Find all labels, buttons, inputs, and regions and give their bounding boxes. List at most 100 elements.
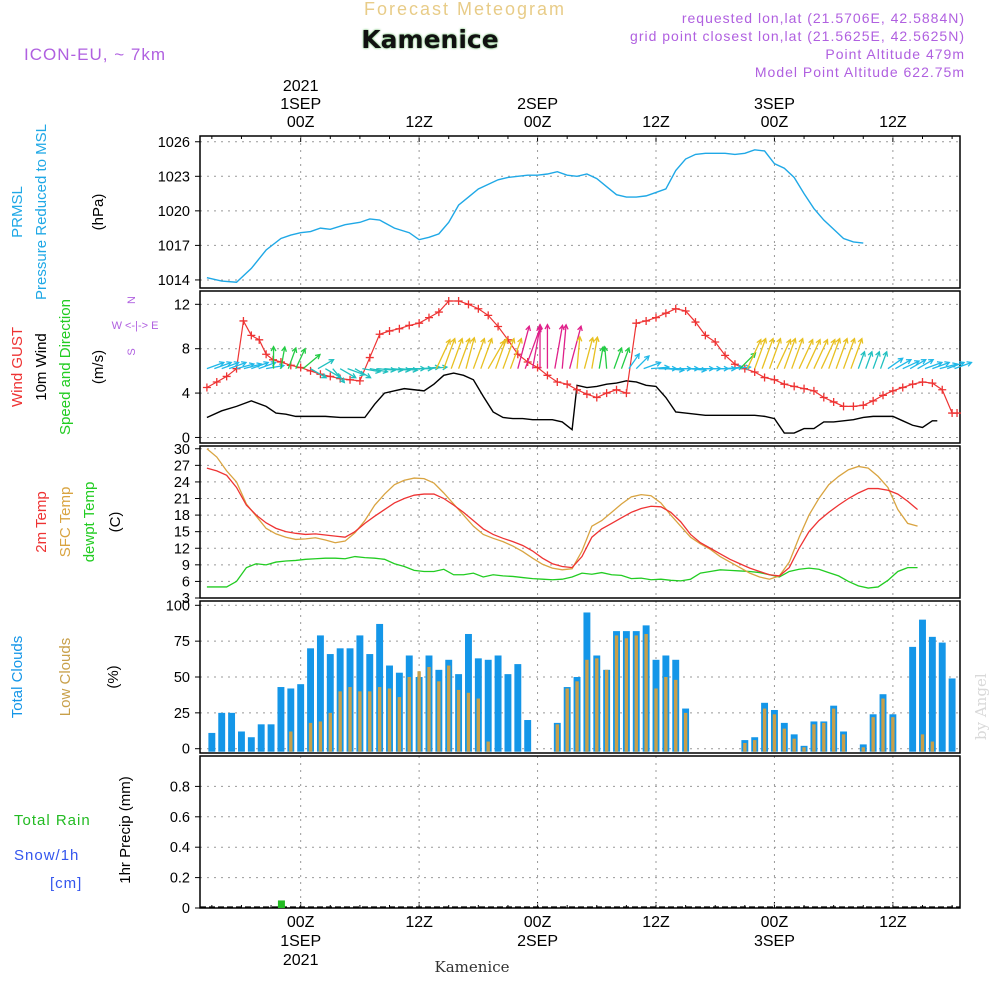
gust-marker	[953, 409, 962, 418]
gust-marker	[365, 353, 374, 362]
gust-marker	[464, 300, 473, 309]
gust-marker	[898, 383, 907, 392]
gust-marker	[770, 375, 779, 384]
label-prmsl: PRMSL	[9, 186, 26, 238]
wind-arrow	[828, 338, 841, 369]
wind-arrow-head	[936, 361, 944, 367]
wind-arrow	[754, 338, 767, 369]
total-cloud-bar	[228, 712, 236, 752]
wind-arrow-head	[634, 352, 640, 359]
wind-arrow	[443, 338, 456, 369]
wind-arrow-head	[882, 350, 889, 357]
label-c: (C)	[107, 512, 124, 533]
gust-marker	[908, 380, 917, 389]
low-cloud-bar	[743, 742, 747, 752]
clouds-ytick-label: 75	[174, 634, 190, 650]
time-label-bottom: 00Z	[524, 914, 552, 931]
gust-marker	[918, 377, 927, 386]
wind-arrow-head	[920, 358, 927, 365]
label-2m-temp: 2m Temp	[33, 491, 50, 552]
low-cloud-bar	[920, 734, 925, 752]
total-cloud-bar	[326, 654, 334, 752]
wind-arrow	[820, 339, 836, 369]
wind-arrow-head	[644, 354, 650, 361]
gust-marker	[632, 319, 641, 328]
temp-ytick-label: 15	[174, 525, 190, 541]
gust-marker	[444, 296, 453, 305]
wind-arrow-head	[442, 364, 449, 371]
wind-arrow	[591, 337, 599, 369]
label-percent: (%)	[105, 665, 122, 688]
time-label-bottom: 3SEP	[754, 933, 795, 950]
temp-ytick-label: 3	[182, 591, 190, 607]
wind-arrow-head	[791, 337, 797, 344]
gust-marker	[869, 396, 878, 405]
label-cm: [cm]	[50, 875, 82, 892]
wind-arrow-head	[593, 335, 600, 343]
wind-arrow-head	[745, 364, 752, 371]
wind-arrow	[583, 337, 594, 369]
low-cloud-bar	[930, 741, 935, 752]
wind-arrow	[295, 348, 306, 369]
gust-marker	[829, 397, 838, 406]
model-label: ICON-EU, ~ 7km	[24, 45, 166, 64]
total-cloud-bar	[238, 731, 245, 752]
clouds-ytick-label: 25	[174, 706, 190, 722]
wind-arrow	[435, 339, 451, 369]
gust-marker	[494, 322, 503, 331]
wind-arrow-head	[562, 323, 569, 330]
time-label-top: 3SEP	[754, 96, 795, 113]
low-cloud-bar	[822, 722, 826, 752]
wind-arrow-head	[226, 361, 233, 367]
footer-location: Kamenice	[435, 958, 510, 976]
gust-marker	[592, 393, 601, 402]
temp-ytick-label: 6	[182, 574, 190, 590]
wind-arrow-head	[509, 337, 516, 344]
wind-arrow	[457, 338, 471, 369]
wind-arrow-head	[281, 345, 287, 352]
low-cloud-bar	[456, 689, 461, 752]
wind-arrow	[946, 361, 965, 370]
low-cloud-bar	[604, 669, 609, 752]
low-cloud-bar	[762, 708, 767, 752]
wind-arrow	[813, 339, 829, 369]
wind-arrow-head	[502, 337, 508, 344]
sfc-temp-line	[206, 448, 918, 580]
wind-arrow-head	[487, 337, 494, 344]
wind-arrow	[783, 338, 796, 369]
total-cloud-bar	[316, 635, 324, 752]
label-precip-mm: 1hr Precip (mm)	[117, 776, 134, 884]
low-cloud-bar	[338, 691, 342, 752]
low-cloud-bar	[358, 691, 362, 752]
wind-arrow-head	[588, 336, 595, 343]
temp-ytick-label: 24	[174, 475, 190, 491]
clouds-ytick-label: 50	[174, 670, 190, 686]
time-label-bottom: 00Z	[761, 914, 789, 931]
gust-marker	[849, 402, 858, 411]
wind-arrow	[643, 361, 661, 370]
low-cloud-bar	[476, 698, 481, 752]
precip-ytick-label: 0.6	[170, 810, 190, 826]
wind-arrow	[280, 346, 286, 369]
wind-arrow-head	[860, 350, 866, 357]
total-cloud-bar	[208, 732, 216, 752]
wind-arrow-head	[291, 346, 298, 354]
wind-arrow-head	[835, 337, 842, 344]
wind-arrow-head	[914, 360, 921, 366]
gust-marker	[212, 377, 221, 386]
time-label-top: 12Z	[642, 114, 670, 131]
low-cloud-bar	[792, 738, 796, 752]
clouds-ytick-label: 100	[166, 598, 190, 614]
wind-arrow	[502, 338, 515, 369]
gust-marker	[750, 367, 759, 376]
temp-ytick-label: 12	[174, 541, 190, 557]
compass-s: S	[126, 348, 138, 355]
gust-marker	[474, 304, 483, 313]
wind-arrow	[332, 368, 345, 383]
low-cloud-bar	[782, 728, 786, 752]
total-cloud-bar	[928, 636, 936, 752]
label-ms: (m/s)	[90, 350, 107, 384]
gust-marker	[790, 382, 799, 391]
wind-arrow	[206, 361, 225, 370]
